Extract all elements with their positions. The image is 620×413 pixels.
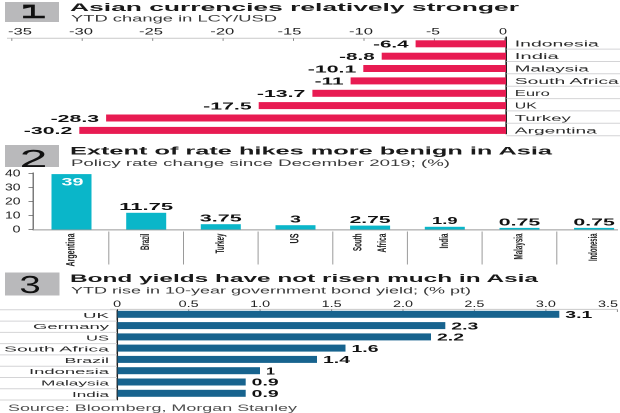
- svg-text:India: India: [515, 52, 560, 61]
- svg-text:Policy rate change since Decem: Policy rate change since December 2019; …: [71, 158, 450, 168]
- svg-text:Germany: Germany: [33, 322, 110, 331]
- svg-text:0.5: 0.5: [179, 299, 199, 309]
- svg-text:1.6: 1.6: [352, 344, 380, 355]
- svg-text:2.3: 2.3: [451, 321, 479, 332]
- svg-text:20: 20: [5, 197, 21, 208]
- svg-text:-30.2: -30.2: [24, 126, 73, 137]
- svg-text:1: 1: [266, 366, 276, 377]
- svg-text:Indonesia: Indonesia: [515, 40, 600, 49]
- svg-text:0.9: 0.9: [252, 378, 280, 389]
- svg-text:South: South: [353, 234, 365, 252]
- svg-text:Argentina: Argentina: [66, 233, 78, 266]
- svg-text:Brazil: Brazil: [65, 356, 110, 365]
- svg-text:10: 10: [5, 211, 21, 222]
- svg-text:-28.3: -28.3: [51, 114, 100, 125]
- svg-text:3.75: 3.75: [200, 213, 242, 225]
- svg-text:3.5: 3.5: [598, 299, 618, 309]
- svg-text:40: 40: [5, 169, 21, 180]
- svg-text:-10: -10: [349, 27, 373, 37]
- svg-text:Malaysia: Malaysia: [515, 64, 590, 73]
- svg-text:1.9: 1.9: [432, 215, 458, 227]
- svg-text:US: US: [86, 333, 109, 342]
- svg-text:Malaysia: Malaysia: [514, 233, 526, 259]
- svg-text:-25: -25: [139, 27, 163, 37]
- svg-text:2.0: 2.0: [393, 299, 413, 309]
- svg-text:-10.1: -10.1: [308, 64, 357, 75]
- svg-text:-30: -30: [69, 27, 93, 37]
- svg-text:3.0: 3.0: [536, 299, 556, 309]
- svg-text:Turkey: Turkey: [215, 233, 227, 253]
- svg-text:3.1: 3.1: [565, 310, 593, 321]
- svg-text:South Africa: South Africa: [515, 77, 620, 86]
- svg-text:-11: -11: [315, 77, 345, 88]
- svg-text:India: India: [439, 233, 451, 248]
- svg-text:India: India: [72, 390, 111, 399]
- svg-text:Turkey: Turkey: [515, 114, 571, 123]
- svg-text:Bond yields have not risen muc: Bond yields have not risen much in Asia: [70, 273, 540, 285]
- svg-text:2.2: 2.2: [437, 333, 465, 344]
- svg-text:Africa: Africa: [377, 233, 389, 252]
- svg-text:Euro: Euro: [515, 89, 551, 98]
- svg-text:-15: -15: [278, 27, 302, 37]
- svg-text:-20: -20: [210, 27, 234, 37]
- svg-text:30: 30: [5, 183, 21, 194]
- svg-text:South Africa: South Africa: [4, 345, 111, 354]
- svg-text:-8.8: -8.8: [339, 52, 375, 63]
- svg-text:US: US: [290, 233, 302, 243]
- svg-text:UK: UK: [515, 102, 538, 111]
- svg-text:YTD rise in 10-year government: YTD rise in 10-year government bond yiel…: [71, 286, 471, 296]
- svg-text:Asian currencies relatively st: Asian currencies relatively stronger: [70, 2, 521, 14]
- svg-text:2: 2: [19, 146, 49, 175]
- svg-text:Extent of rate hikes more beni: Extent of rate hikes more benign in Asia: [70, 145, 554, 157]
- svg-text:0.75: 0.75: [499, 216, 541, 228]
- svg-text:3: 3: [290, 214, 301, 226]
- svg-text:0: 0: [113, 299, 121, 309]
- svg-text:YTD change in LCY/USD: YTD change in LCY/USD: [71, 13, 278, 23]
- svg-text:0.9: 0.9: [252, 389, 280, 400]
- svg-text:Indonesia: Indonesia: [29, 367, 111, 376]
- svg-text:0: 0: [499, 27, 507, 37]
- svg-text:Brazil: Brazil: [140, 234, 152, 251]
- svg-text:-13.7: -13.7: [257, 89, 306, 100]
- svg-text:2.75: 2.75: [350, 214, 391, 226]
- svg-text:Source: Bloomberg, Morgan Stan: Source: Bloomberg, Morgan Stanley: [8, 403, 298, 413]
- svg-text:Argentina: Argentina: [515, 126, 598, 135]
- svg-text:39: 39: [62, 176, 84, 188]
- svg-text:1.0: 1.0: [250, 299, 270, 309]
- svg-text:-17.5: -17.5: [203, 101, 252, 112]
- svg-text:-5: -5: [426, 27, 440, 37]
- svg-text:0: 0: [13, 225, 22, 236]
- svg-text:2.5: 2.5: [464, 299, 484, 309]
- svg-text:1.4: 1.4: [323, 355, 351, 366]
- svg-text:-6.4: -6.4: [373, 40, 409, 51]
- svg-text:11.75: 11.75: [119, 201, 173, 213]
- svg-text:1.5: 1.5: [322, 299, 342, 309]
- svg-text:Indonesia: Indonesia: [588, 233, 600, 261]
- svg-text:0.75: 0.75: [573, 216, 615, 228]
- svg-text:UK: UK: [83, 311, 109, 320]
- svg-text:Malaysia: Malaysia: [41, 379, 111, 388]
- svg-text:-35: -35: [8, 27, 32, 37]
- svg-text:3: 3: [19, 272, 42, 301]
